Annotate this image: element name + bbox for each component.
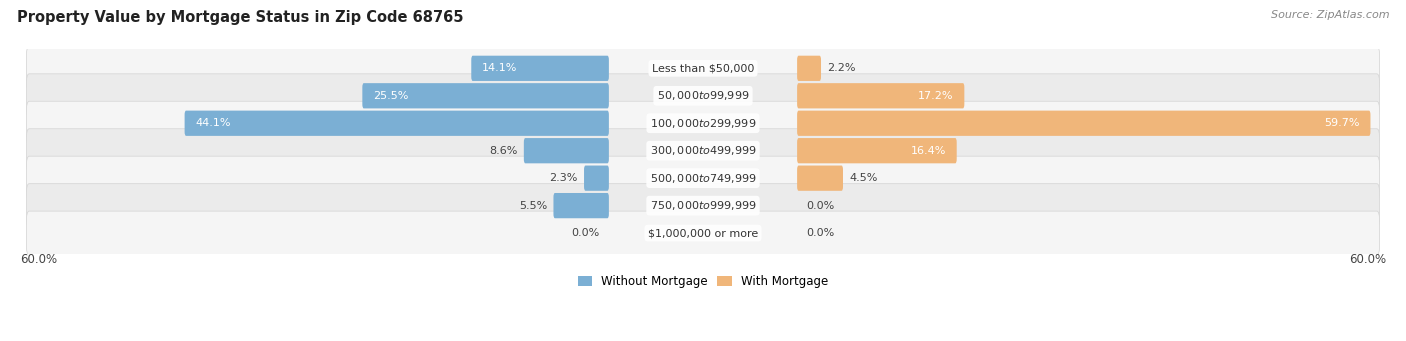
FancyBboxPatch shape bbox=[27, 74, 1379, 118]
Text: 0.0%: 0.0% bbox=[806, 201, 834, 211]
Text: 8.6%: 8.6% bbox=[489, 146, 517, 156]
Text: $50,000 to $99,999: $50,000 to $99,999 bbox=[657, 89, 749, 102]
FancyBboxPatch shape bbox=[27, 184, 1379, 227]
FancyBboxPatch shape bbox=[471, 56, 609, 81]
Text: 2.2%: 2.2% bbox=[827, 63, 856, 73]
Text: 17.2%: 17.2% bbox=[918, 91, 953, 101]
Text: 2.3%: 2.3% bbox=[550, 173, 578, 183]
Text: 44.1%: 44.1% bbox=[195, 118, 231, 128]
FancyBboxPatch shape bbox=[797, 165, 844, 191]
Text: Property Value by Mortgage Status in Zip Code 68765: Property Value by Mortgage Status in Zip… bbox=[17, 10, 464, 25]
Text: 5.5%: 5.5% bbox=[519, 201, 547, 211]
Text: 14.1%: 14.1% bbox=[482, 63, 517, 73]
FancyBboxPatch shape bbox=[797, 83, 965, 108]
FancyBboxPatch shape bbox=[583, 165, 609, 191]
FancyBboxPatch shape bbox=[554, 193, 609, 218]
Text: 25.5%: 25.5% bbox=[374, 91, 409, 101]
Text: 0.0%: 0.0% bbox=[572, 228, 600, 238]
Text: 60.0%: 60.0% bbox=[1350, 253, 1386, 266]
FancyBboxPatch shape bbox=[27, 156, 1379, 200]
FancyBboxPatch shape bbox=[27, 129, 1379, 173]
FancyBboxPatch shape bbox=[184, 110, 609, 136]
Legend: Without Mortgage, With Mortgage: Without Mortgage, With Mortgage bbox=[574, 270, 832, 293]
FancyBboxPatch shape bbox=[27, 211, 1379, 255]
FancyBboxPatch shape bbox=[27, 46, 1379, 90]
Text: 60.0%: 60.0% bbox=[20, 253, 56, 266]
Text: 16.4%: 16.4% bbox=[910, 146, 946, 156]
Text: $1,000,000 or more: $1,000,000 or more bbox=[648, 228, 758, 238]
Text: 0.0%: 0.0% bbox=[806, 228, 834, 238]
Text: Source: ZipAtlas.com: Source: ZipAtlas.com bbox=[1271, 10, 1389, 20]
Text: Less than $50,000: Less than $50,000 bbox=[652, 63, 754, 73]
Text: 59.7%: 59.7% bbox=[1324, 118, 1360, 128]
Text: $500,000 to $749,999: $500,000 to $749,999 bbox=[650, 172, 756, 185]
Text: $100,000 to $299,999: $100,000 to $299,999 bbox=[650, 117, 756, 130]
FancyBboxPatch shape bbox=[797, 110, 1371, 136]
FancyBboxPatch shape bbox=[27, 101, 1379, 145]
Text: 4.5%: 4.5% bbox=[849, 173, 877, 183]
FancyBboxPatch shape bbox=[797, 138, 956, 163]
FancyBboxPatch shape bbox=[797, 56, 821, 81]
Text: $750,000 to $999,999: $750,000 to $999,999 bbox=[650, 199, 756, 212]
Text: $300,000 to $499,999: $300,000 to $499,999 bbox=[650, 144, 756, 157]
FancyBboxPatch shape bbox=[363, 83, 609, 108]
FancyBboxPatch shape bbox=[524, 138, 609, 163]
